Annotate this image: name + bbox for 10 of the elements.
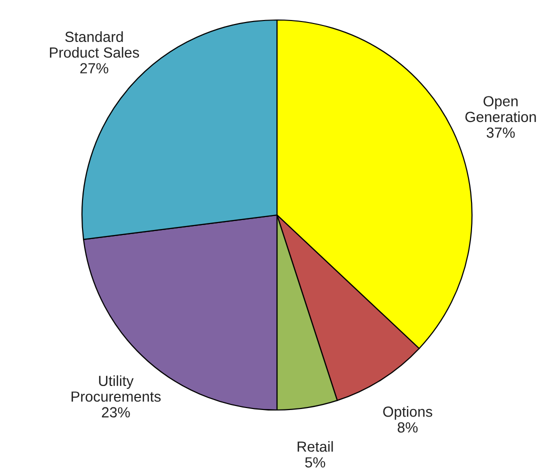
data-label: 8% [398, 422, 418, 433]
slice-label: Standard Product Sales [50, 31, 140, 58]
data-label: 5% [305, 457, 326, 468]
slice-label: Utility Procurements [72, 375, 161, 402]
slice-label: Open Generation [465, 96, 536, 122]
slice-label: Options [383, 406, 432, 420]
data-label: 27% [80, 63, 108, 74]
slice-label: Retail [298, 441, 333, 452]
data-label: 37% [486, 127, 515, 138]
data-label: 23% [102, 407, 130, 418]
